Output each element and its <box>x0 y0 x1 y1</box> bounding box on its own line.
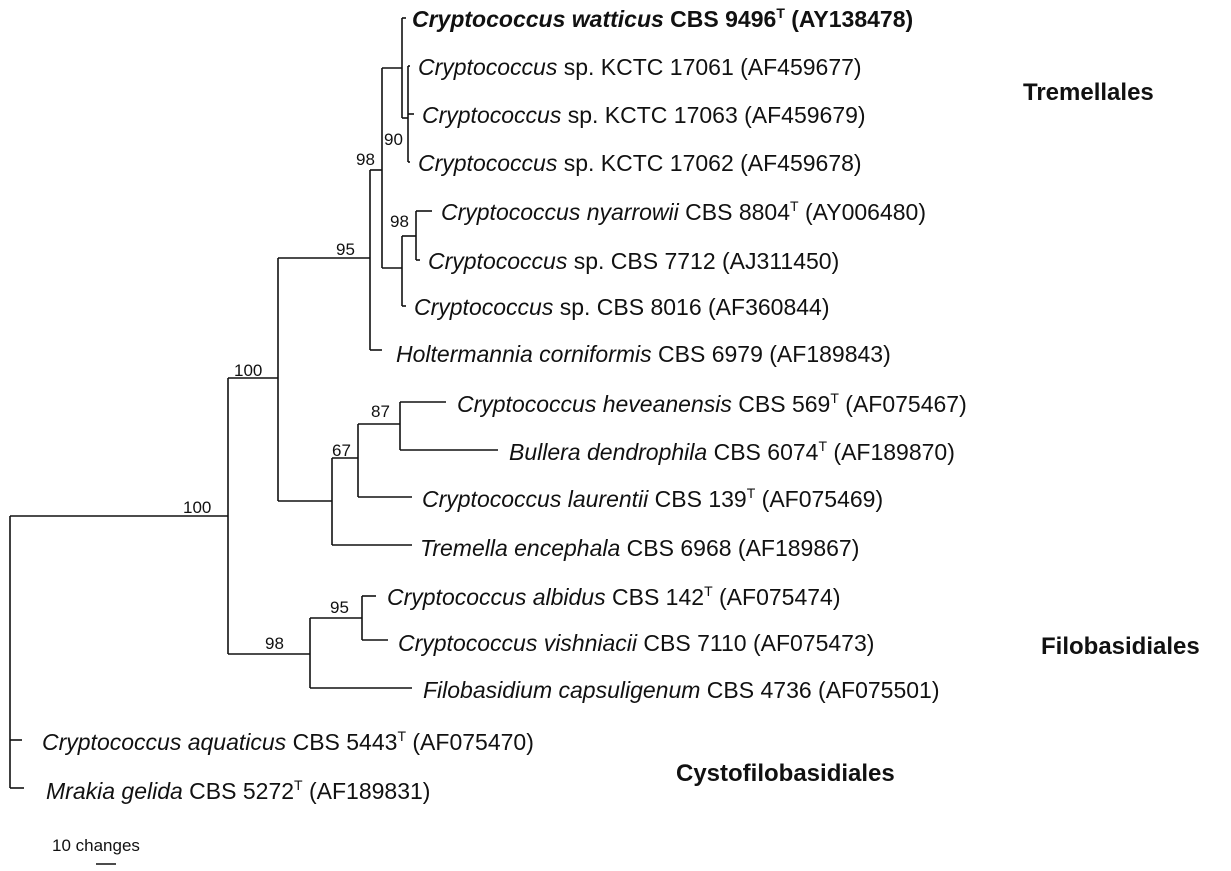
accession-number: (AY006480) <box>799 199 926 225</box>
group-label-filobasidiales: Filobasidiales <box>1041 633 1200 660</box>
taxon-name: Cryptococcus aquaticus <box>42 729 287 755</box>
support-value: 98 <box>265 634 284 653</box>
strain-info: CBS 6074 <box>707 439 818 465</box>
support-value: 67 <box>332 441 351 460</box>
support-value: 100 <box>183 498 211 517</box>
strain-info: sp. KCTC 17062 (AF459678) <box>557 150 861 176</box>
support-value: 98 <box>390 212 409 231</box>
tip-labels: Cryptococcus watticus CBS 9496T (AY13847… <box>42 5 967 804</box>
tip-label-nyarrowii: Cryptococcus nyarrowii CBS 8804T (AY0064… <box>441 198 926 225</box>
strain-info: CBS 9496 <box>664 6 777 32</box>
tip-label-mrakia: Mrakia gelida CBS 5272T (AF189831) <box>46 777 430 804</box>
tip-label-cbs7712: Cryptococcus sp. CBS 7712 (AJ311450) <box>428 248 839 274</box>
taxon-name: Cryptococcus <box>414 294 554 320</box>
support-value: 95 <box>336 240 355 259</box>
taxon-name: Cryptococcus <box>422 102 562 128</box>
type-strain-marker: T <box>818 438 827 454</box>
group-label-cystofilobasidiales: Cystofilobasidiales <box>676 760 895 787</box>
tip-label-heveanensis: Cryptococcus heveanensis CBS 569T (AF075… <box>457 390 967 417</box>
strain-info: sp. KCTC 17063 (AF459679) <box>561 102 865 128</box>
type-strain-marker: T <box>790 198 799 214</box>
tip-label-filobasidium: Filobasidium capsuligenum CBS 4736 (AF07… <box>423 677 940 703</box>
taxon-name: Holtermannia corniformis <box>396 341 652 367</box>
strain-info: CBS 4736 (AF075501) <box>700 677 939 703</box>
type-strain-marker: T <box>830 390 839 406</box>
tip-label-watticus: Cryptococcus watticus CBS 9496T (AY13847… <box>412 5 913 32</box>
tip-label-vishniacii: Cryptococcus vishniacii CBS 7110 (AF0754… <box>398 630 874 656</box>
strain-info: sp. CBS 8016 (AF360844) <box>553 294 829 320</box>
scale-bar-label: 10 changes <box>52 836 140 855</box>
strain-info: CBS 8804 <box>679 199 790 225</box>
tip-label-cbs8016: Cryptococcus sp. CBS 8016 (AF360844) <box>414 294 830 320</box>
strain-info: CBS 6968 (AF189867) <box>620 535 859 561</box>
type-strain-marker: T <box>776 5 785 21</box>
tip-label-laurentii: Cryptococcus laurentii CBS 139T (AF07546… <box>422 485 883 512</box>
tip-label-k17063: Cryptococcus sp. KCTC 17063 (AF459679) <box>422 102 866 128</box>
taxon-name: Cryptococcus laurentii <box>422 486 649 512</box>
strain-info: CBS 569 <box>732 391 830 417</box>
group-label-tremellales: Tremellales <box>1023 79 1154 106</box>
accession-number: (AF075469) <box>755 486 883 512</box>
support-value: 87 <box>371 402 390 421</box>
tip-label-albidus: Cryptococcus albidus CBS 142T (AF075474) <box>387 583 840 610</box>
taxon-name: Cryptococcus albidus <box>387 584 606 610</box>
taxon-name: Cryptococcus nyarrowii <box>441 199 680 225</box>
accession-number: (AF189870) <box>827 439 955 465</box>
tip-label-tremella: Tremella encephala CBS 6968 (AF189867) <box>420 535 859 561</box>
support-value: 98 <box>356 150 375 169</box>
taxon-name: Cryptococcus <box>418 54 558 80</box>
taxon-name: Filobasidium capsuligenum <box>423 677 700 703</box>
tree-branches <box>9 17 498 789</box>
strain-info: CBS 5272 <box>183 778 294 804</box>
strain-info: CBS 5443 <box>286 729 397 755</box>
support-value: 100 <box>234 361 262 380</box>
accession-number: (AF075467) <box>839 391 967 417</box>
strain-info: CBS 142 <box>606 584 704 610</box>
accession-number: (AF189831) <box>303 778 431 804</box>
strain-info: sp. KCTC 17061 (AF459677) <box>557 54 861 80</box>
taxon-name: Cryptococcus watticus <box>412 6 664 32</box>
tip-label-aquaticus: Cryptococcus aquaticus CBS 5443T (AF0754… <box>42 728 534 755</box>
type-strain-marker: T <box>397 728 406 744</box>
strain-info: CBS 6979 (AF189843) <box>652 341 891 367</box>
taxon-name: Mrakia gelida <box>46 778 183 804</box>
support-value: 90 <box>384 130 403 149</box>
tip-label-k17062: Cryptococcus sp. KCTC 17062 (AF459678) <box>418 150 862 176</box>
taxon-name: Cryptococcus heveanensis <box>457 391 732 417</box>
group-labels: Tremellales Filobasidiales Cystofilobasi… <box>676 79 1200 787</box>
strain-info: CBS 139 <box>648 486 746 512</box>
accession-number: (AF075474) <box>713 584 841 610</box>
tip-label-bullera: Bullera dendrophila CBS 6074T (AF189870) <box>509 438 955 465</box>
accession-number: (AY138478) <box>785 6 913 32</box>
support-values: 100 100 95 98 90 98 67 87 98 95 <box>183 130 409 653</box>
type-strain-marker: T <box>747 485 756 501</box>
accession-number: (AF075470) <box>406 729 534 755</box>
taxon-name: Cryptococcus <box>418 150 558 176</box>
taxon-name: Tremella encephala <box>420 535 620 561</box>
taxon-name: Cryptococcus vishniacii <box>398 630 638 656</box>
taxon-name: Cryptococcus <box>428 248 568 274</box>
strain-info: CBS 7110 (AF075473) <box>637 630 874 656</box>
scale-bar: 10 changes <box>52 836 140 865</box>
tip-label-holtermannia: Holtermannia corniformis CBS 6979 (AF189… <box>396 341 891 367</box>
type-strain-marker: T <box>294 777 303 793</box>
support-value: 95 <box>330 598 349 617</box>
strain-info: sp. CBS 7712 (AJ311450) <box>567 248 839 274</box>
type-strain-marker: T <box>704 583 713 599</box>
tip-label-k17061: Cryptococcus sp. KCTC 17061 (AF459677) <box>418 54 862 80</box>
taxon-name: Bullera dendrophila <box>509 439 707 465</box>
